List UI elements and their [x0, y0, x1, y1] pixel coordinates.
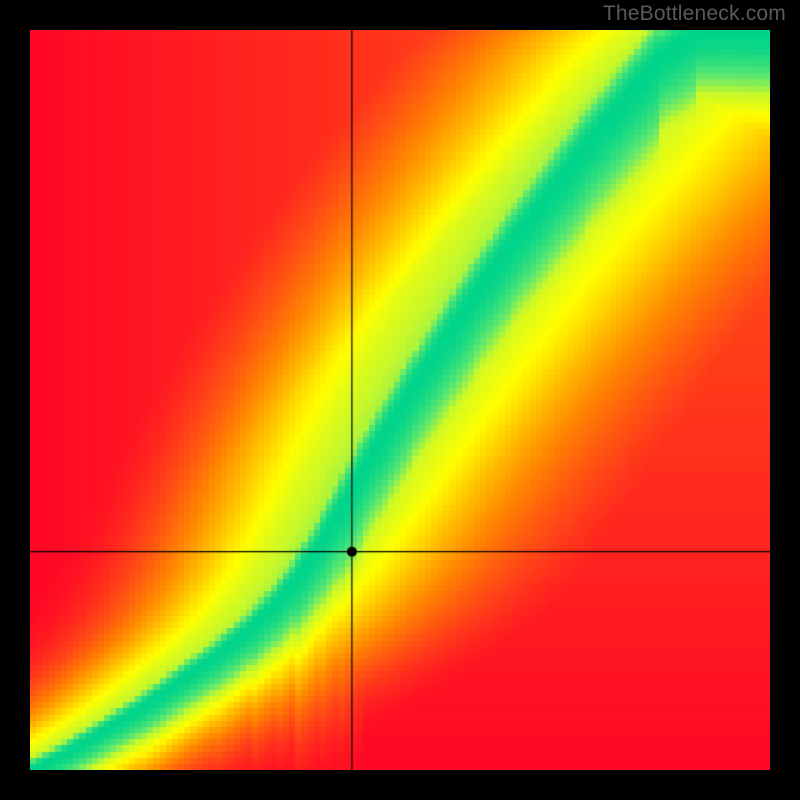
bottleneck-heatmap — [30, 30, 770, 770]
watermark-text: TheBottleneck.com — [603, 2, 786, 26]
heatmap-canvas — [30, 30, 770, 770]
